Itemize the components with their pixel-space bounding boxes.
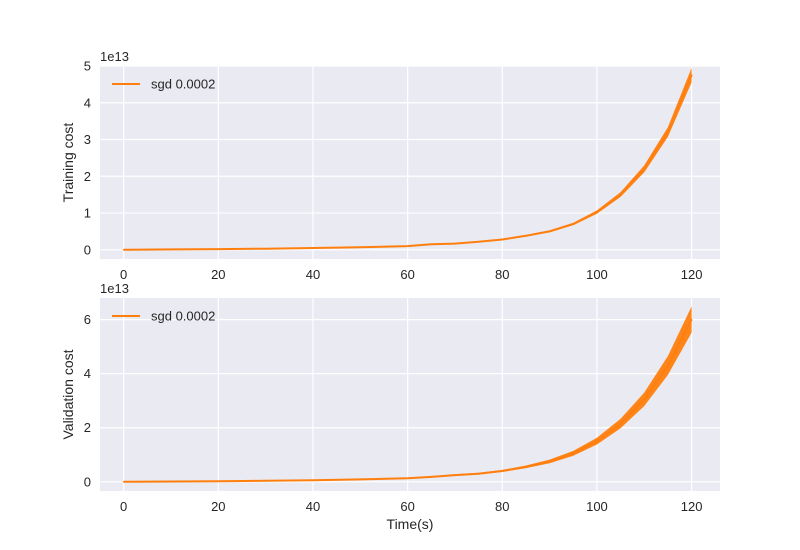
data-point <box>596 211 598 214</box>
data-point <box>264 247 267 250</box>
y-axis-label: Validation cost <box>60 349 76 439</box>
y-tick-label: 0 <box>84 474 91 489</box>
y-axis-label: Training cost <box>60 123 76 203</box>
data-point <box>548 460 551 463</box>
data-point <box>359 478 362 481</box>
data-point <box>406 245 409 247</box>
x-tick-label: 80 <box>495 499 509 514</box>
data-point <box>548 230 551 233</box>
data-point <box>690 74 693 76</box>
data-point <box>454 242 456 245</box>
data-point <box>170 248 172 251</box>
y-tick-label: 0 <box>84 242 91 257</box>
data-point <box>217 248 220 250</box>
data-point <box>122 249 125 251</box>
legend-label: sgd 0.0002 <box>151 309 215 324</box>
data-point <box>667 364 669 367</box>
axes-2: 0 20 40 60 80 100 120 0 2 4 6 1e13 Validation cost Ti… <box>60 281 720 532</box>
data-point <box>454 474 456 476</box>
x-tick-label: 40 <box>306 499 320 514</box>
x-axis-label: Time(s) <box>387 516 434 532</box>
y-tick-label: 4 <box>84 95 91 110</box>
y-tick-label: 3 <box>84 132 91 147</box>
x-tick-label: 20 <box>211 499 225 514</box>
data-point <box>217 480 220 483</box>
x-tick-label: 120 <box>681 499 703 514</box>
data-point <box>572 223 575 225</box>
y-tick-label: 2 <box>84 420 91 435</box>
data-point <box>619 193 622 196</box>
x-tick-label: 120 <box>681 267 703 282</box>
plot-background <box>100 298 720 491</box>
y-tick-label: 2 <box>84 169 91 184</box>
data-point <box>430 243 433 246</box>
data-point <box>619 422 622 425</box>
data-point <box>525 466 527 468</box>
data-point <box>312 479 314 481</box>
data-point <box>596 440 598 443</box>
axes-1: 0 20 40 60 80 100 120 0 1 2 3 4 5 1e13 Training cost sg… <box>60 49 720 282</box>
x-tick-label: 0 <box>120 267 127 282</box>
y-tick-label: 4 <box>84 366 91 381</box>
y-offset-text: 1e13 <box>100 281 129 296</box>
data-point <box>501 470 504 472</box>
data-point <box>170 480 172 483</box>
data-point <box>667 131 669 133</box>
x-tick-label: 40 <box>306 267 320 282</box>
data-point <box>690 318 693 321</box>
data-point <box>643 168 646 170</box>
x-tick-label: 100 <box>586 267 608 282</box>
x-tick-label: 100 <box>586 499 608 514</box>
y-offset-text: 1e13 <box>100 49 129 64</box>
data-point <box>406 477 409 480</box>
data-point <box>477 472 480 475</box>
data-point <box>264 479 267 482</box>
data-point <box>430 476 433 478</box>
data-point <box>312 247 314 249</box>
y-tick-label: 5 <box>84 59 91 74</box>
x-tick-label: 20 <box>211 267 225 282</box>
legend-label: sgd 0.0002 <box>151 77 215 92</box>
data-point <box>501 238 504 241</box>
data-point <box>525 235 527 237</box>
x-tick-label: 0 <box>120 499 127 514</box>
data-point <box>122 481 125 483</box>
data-point <box>359 246 362 249</box>
data-point <box>643 398 646 401</box>
data-point <box>477 240 480 243</box>
y-tick-label: 6 <box>84 312 91 327</box>
data-point <box>572 452 575 455</box>
x-tick-label: 60 <box>400 267 414 282</box>
x-tick-label: 60 <box>400 499 414 514</box>
y-tick-label: 1 <box>84 206 91 221</box>
plot-background <box>100 66 720 259</box>
x-tick-label: 80 <box>495 267 509 282</box>
